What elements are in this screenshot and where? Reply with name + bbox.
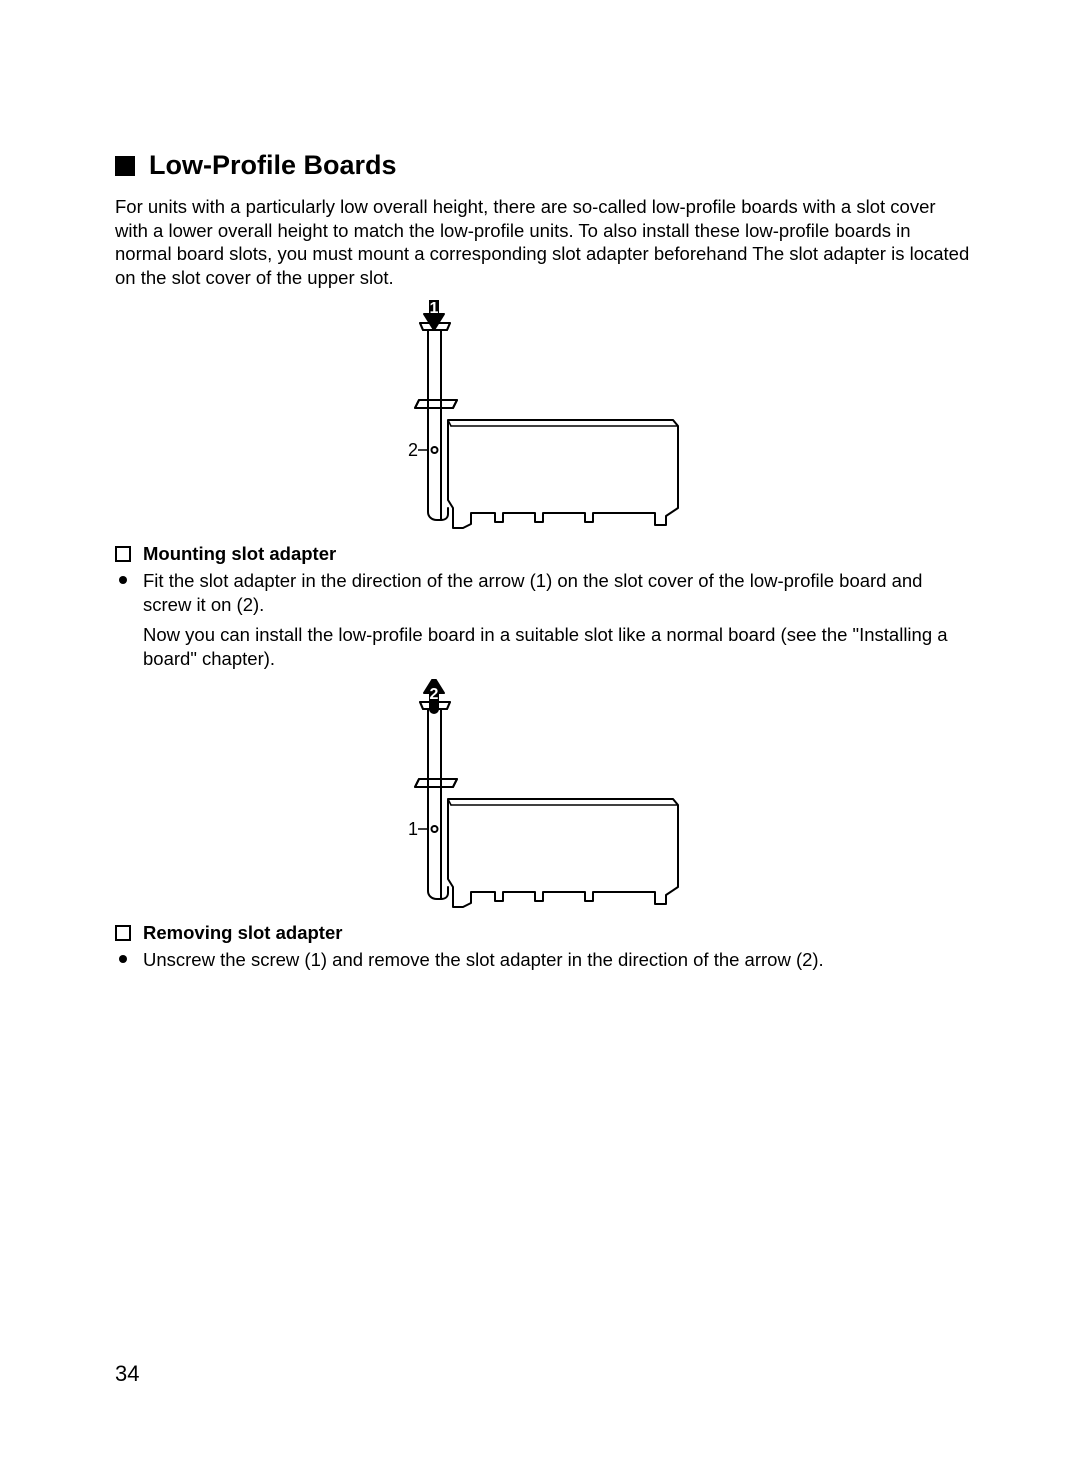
checkbox-icon xyxy=(115,546,131,562)
checkbox-icon xyxy=(115,925,131,941)
mounting-heading: Mounting slot adapter xyxy=(115,543,970,565)
fig2-screw-label: 1 xyxy=(407,819,417,839)
mounting-followup: Now you can install the low-profile boar… xyxy=(143,623,970,671)
page-number: 34 xyxy=(115,1361,139,1387)
fig2-arrow-label: 2 xyxy=(429,686,438,703)
removing-heading: Removing slot adapter xyxy=(115,922,970,944)
removing-heading-text: Removing slot adapter xyxy=(143,922,342,944)
fig1-arrow-label: 1 xyxy=(429,300,438,317)
removing-list: Unscrew the screw (1) and remove the slo… xyxy=(115,948,970,972)
figure-removing: 2 1 xyxy=(115,679,970,914)
heading-text: Low-Profile Boards xyxy=(149,150,397,181)
intro-paragraph: For units with a particularly low overal… xyxy=(115,195,970,290)
mounting-heading-text: Mounting slot adapter xyxy=(143,543,336,565)
heading-square-icon xyxy=(115,156,135,176)
mounting-list: Fit the slot adapter in the direction of… xyxy=(115,569,970,617)
mounting-bullet: Fit the slot adapter in the direction of… xyxy=(115,569,970,617)
removing-bullet: Unscrew the screw (1) and remove the slo… xyxy=(115,948,970,972)
section-heading: Low-Profile Boards xyxy=(115,150,970,181)
figure-mounting: 1 2 xyxy=(115,300,970,535)
fig1-screw-label: 2 xyxy=(407,440,417,460)
